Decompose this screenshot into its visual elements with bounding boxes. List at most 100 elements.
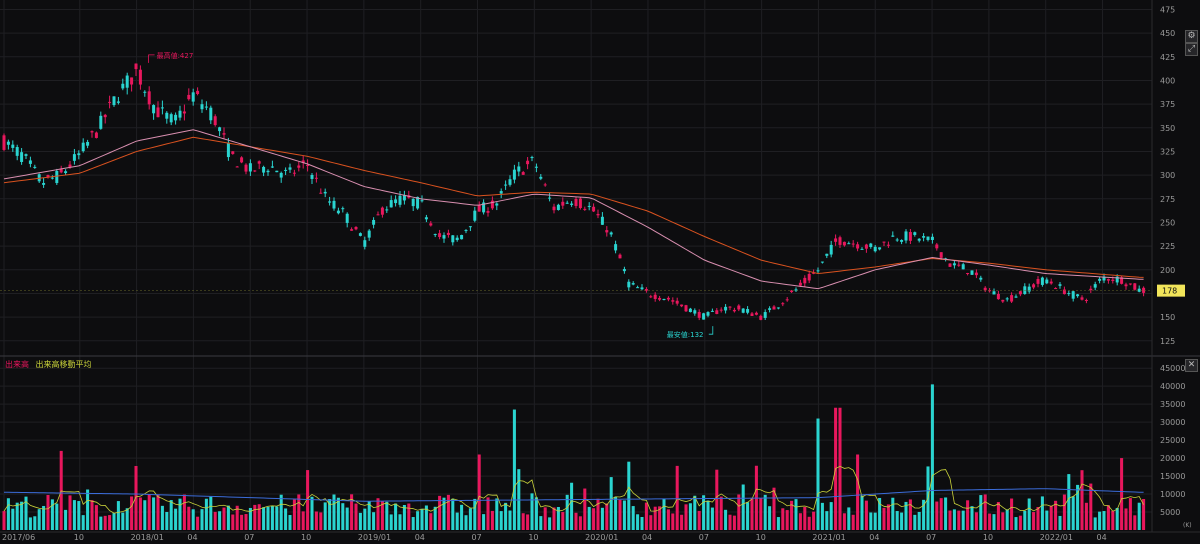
time-tick-label: 10 [756,533,766,542]
price-tick-label: 125 [1160,337,1175,346]
expand-icon[interactable]: ⤢ [1185,43,1198,56]
volume-bar [600,507,604,530]
volume-bar [1080,470,1084,530]
candle-body [684,305,688,312]
time-tick-label: 10 [301,533,311,542]
candle-body [1014,296,1018,298]
volume-bar [235,505,239,530]
volume-tick-label: 40000 [1160,382,1185,391]
volume-bar [301,511,305,530]
candle-body [728,306,732,308]
volume-bar [407,503,411,530]
min-price-label: 最安値:132 [667,330,704,339]
candle-body [561,201,565,206]
volume-bar [270,505,274,530]
candle-body [354,226,358,230]
candle-body [262,166,266,173]
volume-bar [495,498,499,530]
candle-body [1001,299,1005,302]
candle-body [710,310,714,312]
volume-bar [1027,498,1031,530]
candle-body [367,230,371,238]
candle-body [1049,281,1053,284]
candle-body [847,243,851,245]
candle-body [218,127,222,132]
volume-bar [838,407,842,530]
volume-unit-label: (K) [1183,522,1192,529]
max-marker [148,54,155,63]
volume-bar [86,489,90,530]
volume-bar [147,494,151,530]
volume-bar [50,499,54,530]
candle-body [930,236,934,240]
candle-body [548,197,552,199]
candle-body [864,244,868,249]
candle-body [996,293,1000,300]
current-price-tag [1157,284,1185,297]
volume-bar [1067,474,1071,530]
volume-bar [702,495,706,530]
candle-body [1054,288,1058,290]
volume-bar [323,502,327,530]
candle-body [226,142,230,158]
candle-body [187,94,191,100]
volume-bar [1032,512,1036,530]
candle-body [121,83,125,89]
volume-bar [614,496,618,530]
volume-tick-label: 25000 [1160,436,1185,445]
time-tick-label: 04 [869,533,879,542]
gear-icon[interactable]: ⚙ [1185,30,1198,43]
candle-body [152,105,156,114]
volume-bar [143,500,147,530]
volume-bar [257,504,261,530]
volume-bar [455,512,459,530]
price-tick-label: 375 [1160,100,1175,109]
candle-body [1124,284,1128,287]
candle-body [68,164,72,168]
candle-body [1032,284,1036,288]
candle-body [838,237,842,245]
candle-body [130,77,134,85]
time-tick-label: 10 [528,533,538,542]
close-icon[interactable]: ✕ [1185,359,1198,372]
candle-body [526,160,530,165]
volume-bar [842,513,846,530]
volume-bar [706,500,710,530]
candle-body [543,184,547,186]
volume-bar [59,450,63,530]
candle-body [983,287,987,291]
volume-bar [644,502,648,530]
volume-bar [961,510,965,530]
volume-bar [394,503,398,530]
candle-body [1036,279,1040,284]
candle-body [424,217,428,220]
candle-body [891,235,895,237]
volume-bar [1106,505,1110,530]
candle-body [248,163,252,172]
time-tick-label: 2019/01 [358,533,391,542]
candle-body [6,141,10,145]
volume-bar [451,498,455,530]
volume-bar [72,500,76,530]
candle-body [534,166,538,168]
volume-bar [574,512,578,530]
candle-body [253,170,257,172]
volume-bar [565,494,569,530]
time-tick-label: 04 [1097,533,1107,542]
candle-body [1142,287,1146,293]
volume-bar [37,509,41,530]
candle-body [306,164,310,166]
volume-bar [165,512,169,530]
volume-bar [922,499,926,530]
volume-bar [358,512,362,530]
volume-bar [812,511,816,530]
candle-body [640,287,644,290]
volume-bar [275,506,279,530]
volume-bar [622,500,626,530]
candle-body [706,312,710,316]
candle-body [411,198,415,207]
candle-body [974,272,978,276]
candle-body [618,254,622,259]
volume-bar [226,505,230,530]
